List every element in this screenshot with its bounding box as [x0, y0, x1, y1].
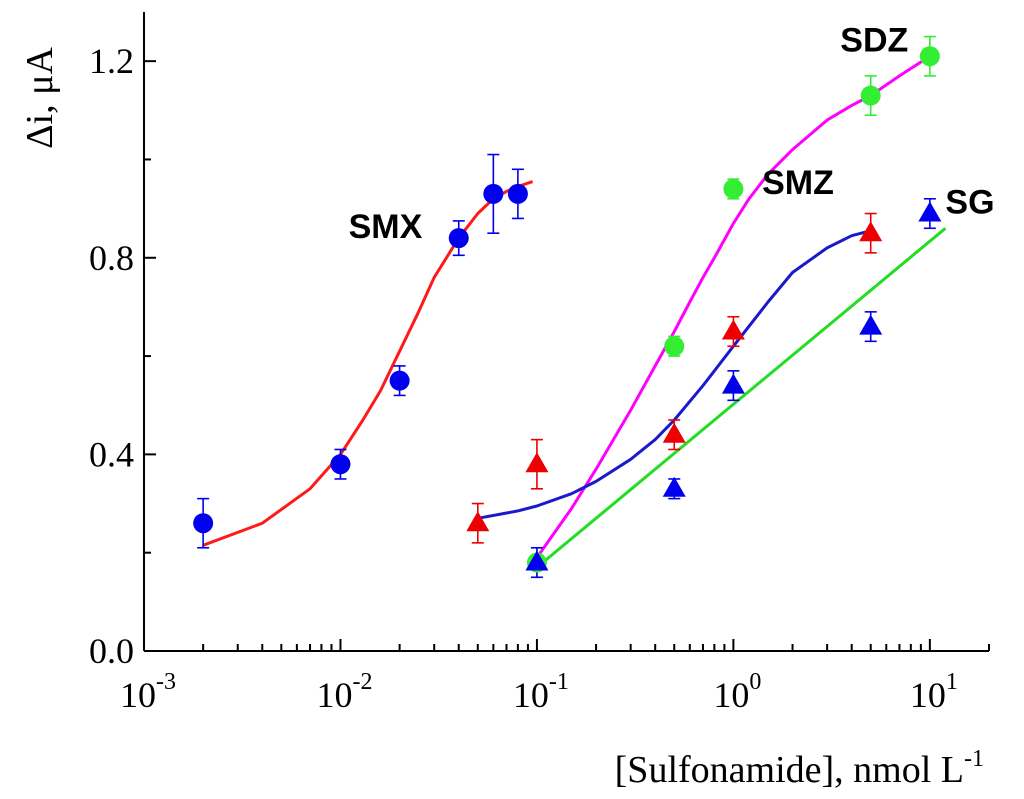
x-axis-title-exponent: -1 — [964, 746, 984, 772]
series-label-smz: SMZ — [762, 164, 834, 202]
series-label-smx: SMX — [349, 208, 423, 246]
data-point-sg — [525, 550, 549, 571]
data-point-smz — [466, 511, 490, 532]
series-label-sg: SG — [945, 184, 994, 222]
data-point-sg — [918, 201, 942, 222]
y-axis-title: Δi, μA — [19, 47, 61, 149]
data-point-sdz — [664, 336, 685, 357]
x-tick-label: 101 — [910, 669, 958, 715]
data-point-sg — [859, 314, 883, 335]
x-tick-label: 10-3 — [120, 669, 176, 715]
x-tick-label: 100 — [713, 669, 761, 715]
fit-line-sdz — [535, 54, 931, 559]
data-markers — [193, 46, 942, 573]
data-point-sg — [662, 476, 686, 497]
data-point-sdz — [919, 46, 940, 67]
axes: 0.00.40.81.210-3 10-2 10-1 100 101 — [89, 12, 990, 715]
data-point-smx — [330, 454, 351, 475]
x-tick-exponent: 0 — [749, 669, 761, 695]
x-tick-base: 10 — [316, 675, 352, 715]
data-point-smx — [507, 183, 528, 204]
x-tick-exponent: -1 — [549, 669, 569, 695]
x-tick-exponent: -2 — [352, 669, 372, 695]
x-tick-label: 10-2 — [316, 669, 372, 715]
x-tick-exponent: 1 — [946, 669, 958, 695]
data-point-smz — [721, 319, 745, 340]
x-tick-label: 10-1 — [513, 669, 569, 715]
x-tick-base: 10 — [120, 675, 156, 715]
fit-curves — [202, 54, 947, 569]
series-labels: SMX SDZ SMZ SG — [349, 21, 995, 246]
data-point-smx — [483, 183, 504, 204]
data-point-sdz — [860, 85, 881, 106]
x-tick-base: 10 — [713, 675, 749, 715]
data-point-smz — [859, 221, 883, 242]
data-point-smx — [193, 513, 214, 534]
data-point-smz — [525, 452, 549, 473]
x-tick-base: 10 — [910, 675, 946, 715]
y-tick-label: 0.0 — [89, 631, 134, 671]
y-tick-label: 0.4 — [89, 434, 134, 474]
x-axis-title: [Sulfonamide], nmol L-1 — [615, 746, 984, 791]
x-axis-title-main: [Sulfonamide], nmol L — [615, 749, 964, 791]
data-point-smx — [448, 228, 469, 249]
data-point-smx — [389, 370, 410, 391]
x-tick-exponent: -3 — [156, 669, 176, 695]
y-tick-label: 0.8 — [89, 238, 134, 278]
data-point-smz — [662, 422, 686, 443]
y-tick-label: 1.2 — [89, 41, 134, 81]
x-tick-base: 10 — [513, 675, 549, 715]
fit-line-sg — [535, 227, 947, 569]
series-label-sdz: SDZ — [840, 21, 908, 59]
data-point-sg — [721, 373, 745, 394]
data-point-sdz — [723, 178, 744, 199]
